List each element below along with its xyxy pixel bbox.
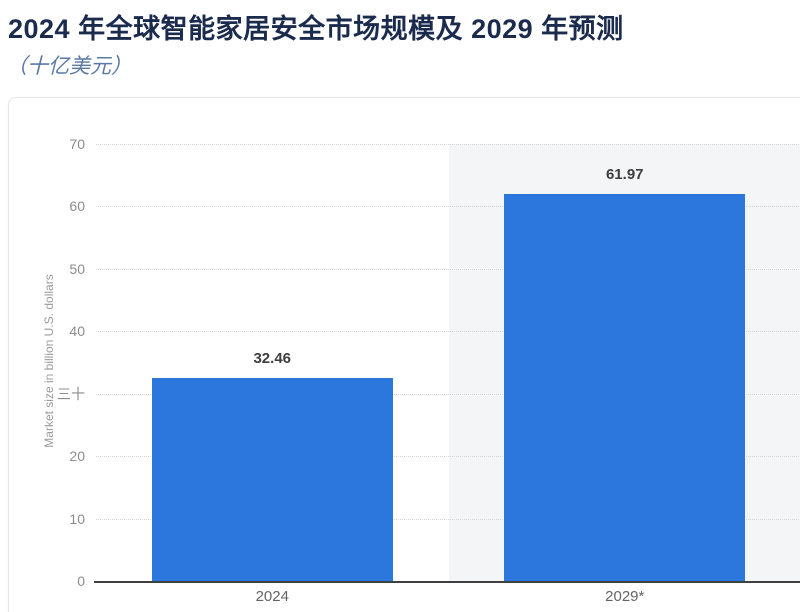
y-tick-label: 20 <box>69 448 85 465</box>
y-tick-label: 0 <box>77 573 85 589</box>
y-tick-label: 70 <box>69 136 85 152</box>
gridline <box>96 144 800 145</box>
bar-2029*[interactable] <box>504 194 746 581</box>
y-tick-label: 三十 <box>57 385 85 402</box>
gridline <box>96 518 800 520</box>
chart-card: Market size in billion U.S. dollars 32.4… <box>8 97 800 612</box>
gridline <box>96 331 800 333</box>
gridline <box>96 268 800 270</box>
page-title: 2024 年全球智能家居安全市场规模及 2029 年预测 <box>8 14 624 44</box>
page-subtitle: （十亿美元） <box>6 55 132 78</box>
plot-area: 32.46 61.97 <box>96 144 800 581</box>
bar-value-label: 32.46 <box>253 350 292 368</box>
y-tick-label: 50 <box>69 260 85 277</box>
bar-2024[interactable] <box>151 378 393 581</box>
y-tick-label: 10 <box>69 510 85 527</box>
x-tick-label: 2029* <box>605 588 645 605</box>
bar-value-label: 61.97 <box>605 166 644 184</box>
gridline <box>96 393 800 395</box>
x-tick-label: 2024 <box>255 588 289 605</box>
y-tick-label: 40 <box>69 323 85 340</box>
gridline <box>96 206 800 208</box>
gridline <box>96 456 800 458</box>
y-axis-title: Market size in billion U.S. dollars <box>42 274 56 448</box>
y-tick-label: 60 <box>69 198 85 215</box>
x-axis-line <box>94 581 800 583</box>
